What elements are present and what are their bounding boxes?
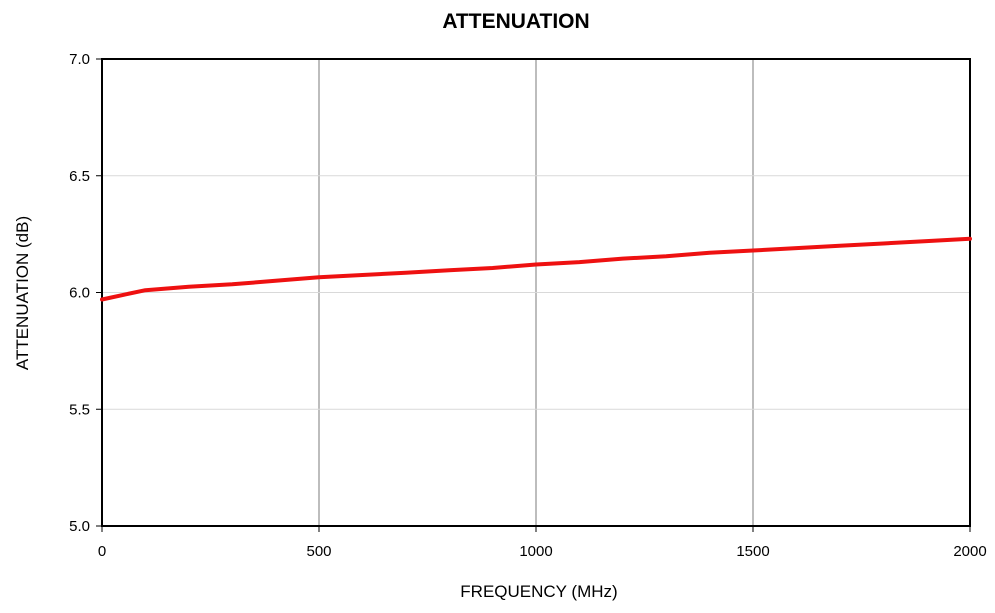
chart-title: ATTENUATION: [442, 10, 589, 33]
axis-ticks: 0 500 1000 1500 2000 5.0 5.5 6.0 6.5 7.0: [69, 51, 987, 560]
x-tick-label: 2000: [953, 543, 986, 560]
series-line-attenuation: [100, 236, 972, 302]
x-tick-label: 500: [306, 543, 331, 560]
y-tick-label: 7.0: [69, 51, 90, 68]
x-axis-label: FREQUENCY (MHz): [460, 582, 617, 601]
gridlines: [102, 59, 970, 526]
y-tick-label: 6.5: [69, 168, 90, 185]
x-tick-label: 0: [98, 543, 106, 560]
series-layer: [100, 236, 972, 302]
y-tick-label: 5.5: [69, 401, 90, 418]
y-tick-label: 5.0: [69, 518, 90, 535]
y-axis-label: ATTENUATION (dB): [13, 216, 32, 370]
x-tick-label: 1500: [736, 543, 769, 560]
x-tick-label: 1000: [519, 543, 552, 560]
y-tick-label: 6.0: [69, 285, 90, 302]
